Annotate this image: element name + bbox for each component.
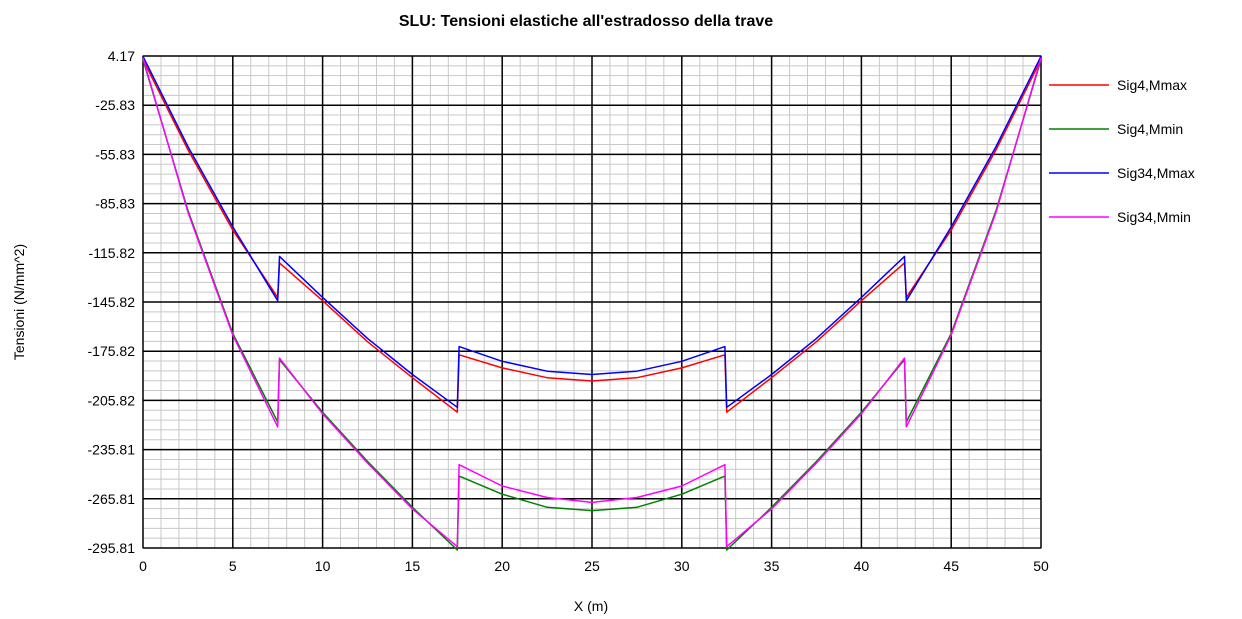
y-tick-label: -85.83 — [95, 196, 135, 212]
y-axis-label: Tensioni (N/mm^2) — [11, 244, 27, 360]
y-tick-label: -235.81 — [88, 442, 136, 458]
series-layer — [142, 55, 1042, 551]
y-axis-ticks: 4.17 -25.83 -55.83 -85.83 -115.82 -145.82 -175… — [88, 48, 136, 556]
x-tick-label: 20 — [494, 558, 510, 574]
y-tick-label: 4.17 — [108, 48, 135, 64]
x-tick-label: 25 — [584, 558, 600, 574]
x-tick-label: 0 — [139, 558, 147, 574]
chart-title: SLU: Tensioni elastiche all'estradosso d… — [399, 13, 773, 30]
y-tick-label: -115.82 — [89, 245, 136, 261]
x-tick-label: 40 — [854, 558, 870, 574]
legend-label: Sig34,Mmin — [1117, 209, 1191, 225]
legend-label: Sig34,Mmax — [1117, 165, 1195, 181]
x-tick-label: 15 — [405, 558, 421, 574]
x-tick-label: 10 — [315, 558, 331, 574]
y-tick-label: -175.82 — [88, 343, 136, 359]
x-tick-label: 5 — [229, 558, 237, 574]
y-tick-label: -55.83 — [95, 146, 135, 162]
y-tick-label: -295.81 — [88, 540, 136, 556]
y-tick-label: -265.81 — [88, 491, 136, 507]
legend-label: Sig4,Mmax — [1117, 77, 1187, 93]
y-tick-label: -205.82 — [88, 392, 136, 408]
y-tick-label: -25.83 — [95, 97, 135, 113]
x-axis-ticks: 0 5 10 15 20 25 30 35 40 45 50 — [139, 558, 1049, 574]
y-tick-label: -145.82 — [88, 294, 136, 310]
legend: Sig4,Mmax Sig4,Mmin Sig34,Mmax Sig34,Mmin — [1049, 77, 1195, 225]
series-line-3 — [142, 57, 1042, 548]
x-tick-label: 35 — [764, 558, 780, 574]
legend-label: Sig4,Mmin — [1117, 121, 1183, 137]
x-tick-label: 45 — [943, 558, 959, 574]
plot-area-frame — [142, 55, 1042, 549]
series-line-2 — [142, 55, 1042, 409]
x-tick-label: 50 — [1033, 558, 1049, 574]
x-axis-label: X (m) — [574, 598, 608, 614]
x-tick-label: 30 — [674, 558, 690, 574]
